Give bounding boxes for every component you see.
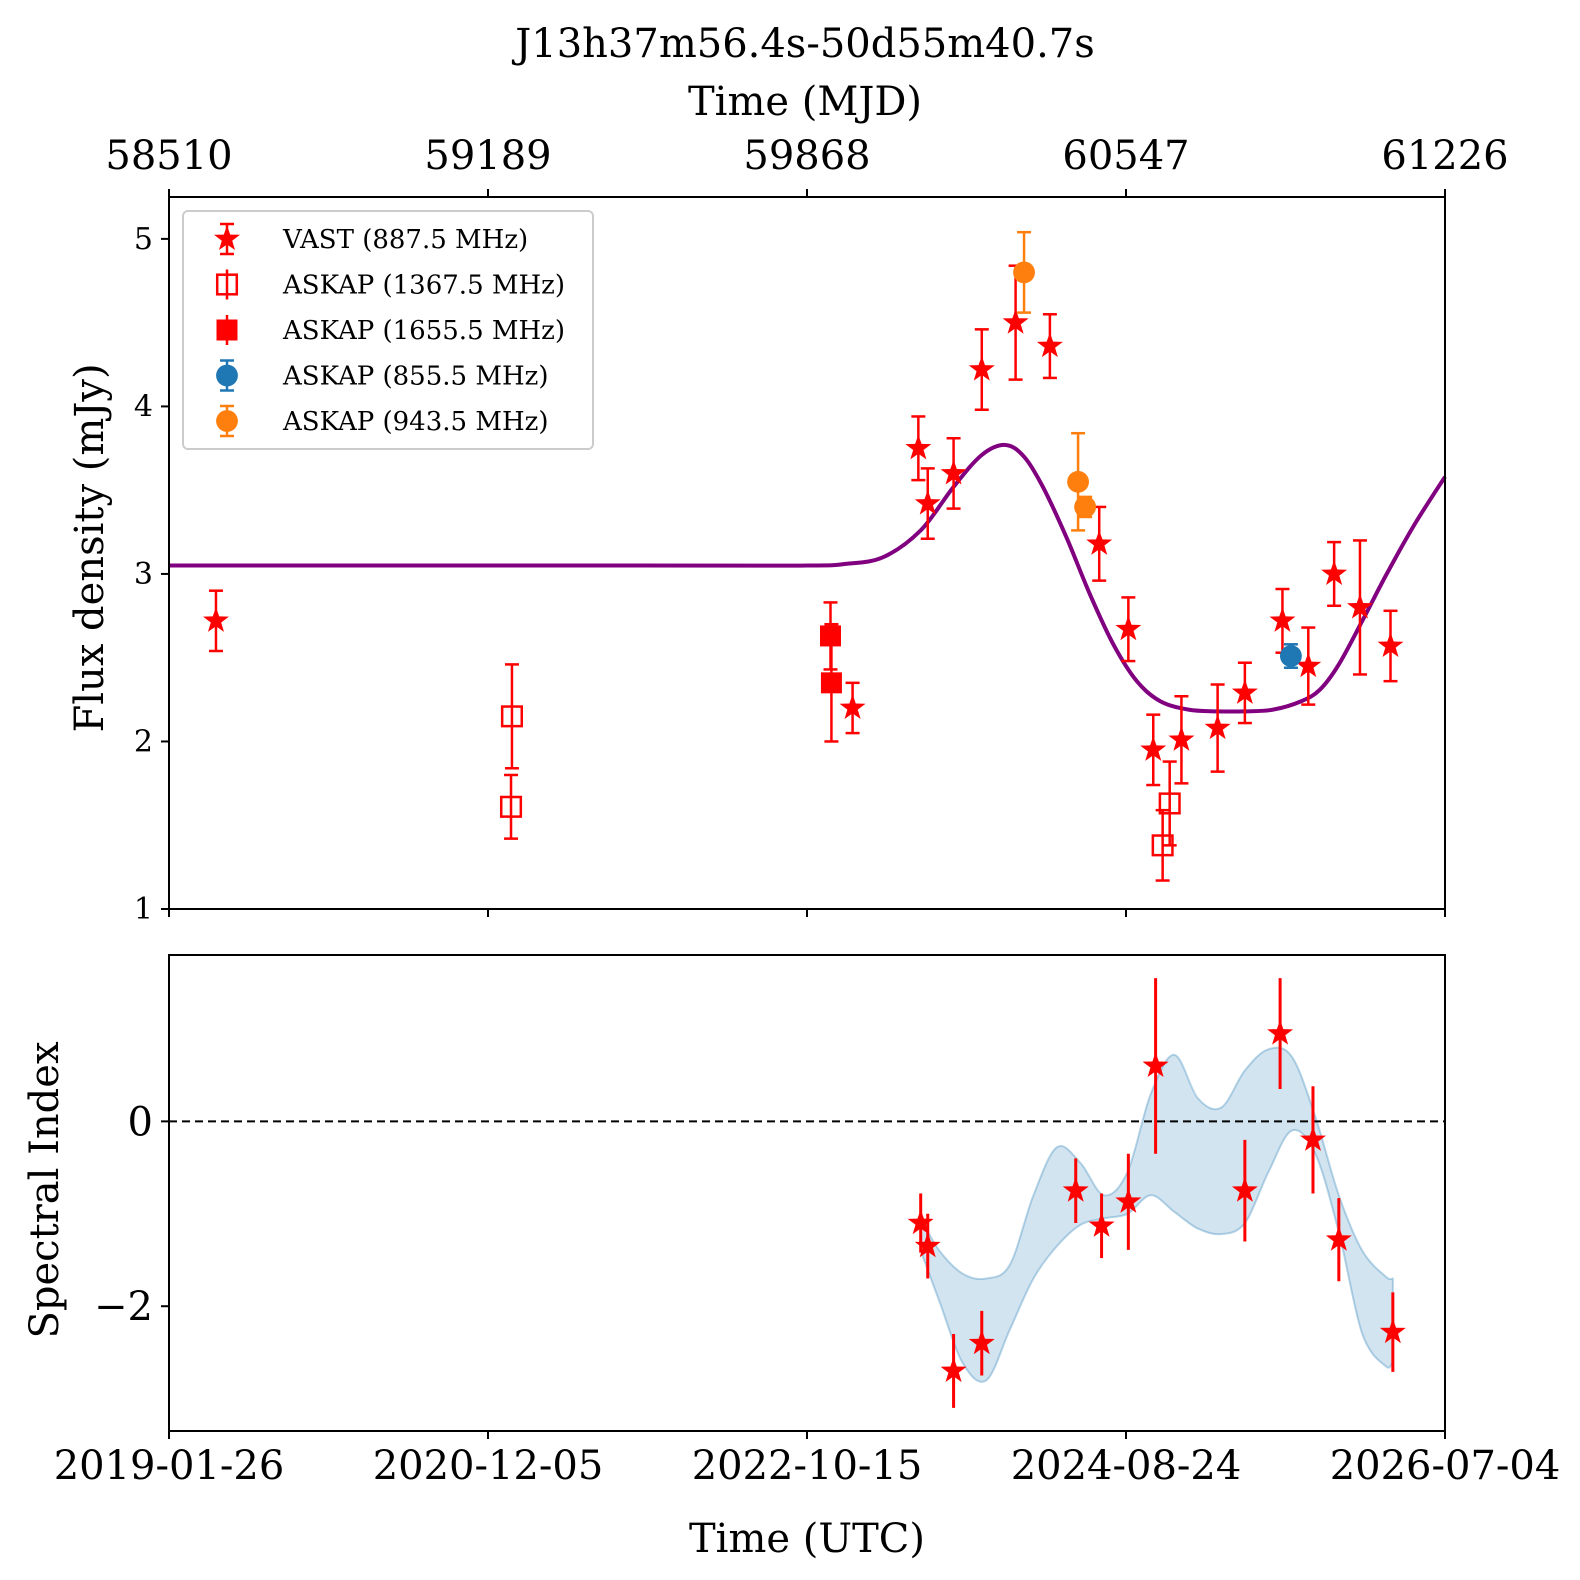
spectral-index-point-2 [940,1357,967,1382]
bottom-plot-frame [168,954,1446,1432]
model-curve [169,442,1447,714]
spectral-index-point-7 [1142,1052,1169,1077]
spectral-index-panel: Time (UTC) Spectral Index 0 −2 2019-01-26 2… [22,954,1561,1562]
legend-frame [182,210,594,450]
spectral-index-point-4 [1062,1177,1089,1202]
bottom-x-tick-label-2026-07-04: 2026-07-04 [1330,1443,1561,1489]
askap-1367-5-mhz-point-1 [499,795,523,818]
spectral-index-point-5 [1088,1212,1115,1237]
vast-887-5-mhz-point-11 [1168,726,1195,751]
spectral-index-point-1 [914,1232,941,1258]
bottom-x-axis-label: Time (UTC) [689,1516,925,1562]
vast-887-5-mhz-point-4 [940,459,967,485]
vast-887-5-mhz-point-6 [1002,309,1029,334]
legend: VAST (887.5 MHz) ASKAP (1367.5 MHz) ASKAP … [182,210,594,450]
legend-askap-1655-5-mhz-label: ASKAP (1655.5 MHz) [282,316,565,346]
bottom-y-tick-label--2: −2 [94,1284,153,1330]
spectral-index-point-8 [1231,1177,1258,1202]
top-plot-frame [168,196,1446,910]
askap-855-5-mhz-point-0 [1279,645,1302,667]
legend-askap-1367-5-mhz-marker [215,273,239,296]
legend-askap-943-5-mhz-label: ASKAP (943.5 MHz) [282,407,548,437]
bottom-x-tick-label-2022-10-15: 2022-10-15 [692,1443,923,1489]
bottom-x-tick-label-2020-12-05: 2020-12-05 [373,1443,604,1489]
top-mjd-tick-label-58510: 58510 [105,133,232,179]
vast-887-5-mhz-point-15 [1295,652,1322,678]
spectral-index-point-0 [907,1209,934,1235]
legend-askap-855-5-mhz-label: ASKAP (855.5 MHz) [282,362,548,392]
askap-1367-5-mhz-point-0 [500,705,524,728]
spectral-index-point-9 [1267,1019,1294,1045]
askap-943-5-mhz-point-1 [1067,470,1089,493]
top-mjd-tick-label-59868: 59868 [743,133,870,179]
vast-887-5-mhz-point-12 [1204,714,1231,740]
vast-887-5-mhz-point-8 [1086,530,1113,555]
vast-887-5-mhz-point-5 [968,355,995,381]
legend-askap-1655-5-mhz-marker [216,319,238,341]
bottom-y-axis-label: Spectral Index [22,1041,68,1338]
spectral-index-point-11 [1325,1226,1352,1251]
top-y-tick-label-3: 3 [134,557,153,592]
vast-887-5-mhz-point-13 [1231,679,1258,704]
vast-887-5-mhz-point-3 [914,489,941,515]
legend-askap-855-5-mhz-marker [216,364,238,387]
chart-title: J13h37m56.4s-50d55m40.7s [511,21,1095,67]
vast-887-5-mhz-point-17 [1346,593,1373,619]
vast-887-5-mhz-point-14 [1269,607,1296,632]
top-mjd-tick-label-59189: 59189 [424,133,551,179]
vast-887-5-mhz-point-18 [1377,632,1404,658]
vast-887-5-mhz-point-1 [839,694,866,720]
bottom-x-tick-label-2019-01-26: 2019-01-26 [54,1443,285,1489]
legend-askap-943-5-mhz-marker [216,410,238,432]
bottom-y-tick-label-0: 0 [128,1099,153,1145]
top-axis-label: Time (MJD) [688,79,922,125]
spectral-index-point-10 [1300,1126,1326,1151]
top-mjd-tick-label-61226: 61226 [1381,133,1508,179]
legend-askap-1367-5-mhz-label: ASKAP (1367.5 MHz) [282,271,565,301]
vast-887-5-mhz-point-0 [203,607,229,632]
vast-887-5-mhz-point-2 [905,434,932,460]
top-y-tick-label-5: 5 [134,222,153,257]
vast-887-5-mhz-point-16 [1321,560,1348,585]
top-y-tick-label-4: 4 [134,389,153,424]
top-y-axis-label: Flux density (mJy) [67,363,113,732]
vast-887-5-mhz-point-10 [1140,736,1167,761]
legend-vast-887-5-mhz-label: VAST (887.5 MHz) [282,225,528,255]
top-y-tick-label-2: 2 [134,724,153,759]
spectral-index-point-6 [1115,1188,1142,1213]
askap-1367-5-mhz-point-3 [1158,792,1181,815]
spectral-index-point-3 [968,1329,995,1355]
vast-887-5-mhz-point-7 [1036,332,1063,358]
legend-vast-887-5-mhz-marker [214,225,240,251]
askap-1655-5-mhz-point-1 [820,672,842,694]
flux-density-panel: J13h37m56.4s-50d55m40.7s Time (MJD) Flux… [67,21,1509,927]
top-y-tick-label-1: 1 [134,892,153,927]
spectral-index-point-12 [1379,1318,1406,1344]
bottom-x-tick-label-2024-08-24: 2024-08-24 [1011,1443,1242,1489]
vast-887-5-mhz-point-9 [1115,615,1142,641]
askap-943-5-mhz-point-2 [1074,496,1097,518]
askap-943-5-mhz-point-0 [1013,261,1035,284]
top-mjd-tick-label-60547: 60547 [1062,133,1189,179]
